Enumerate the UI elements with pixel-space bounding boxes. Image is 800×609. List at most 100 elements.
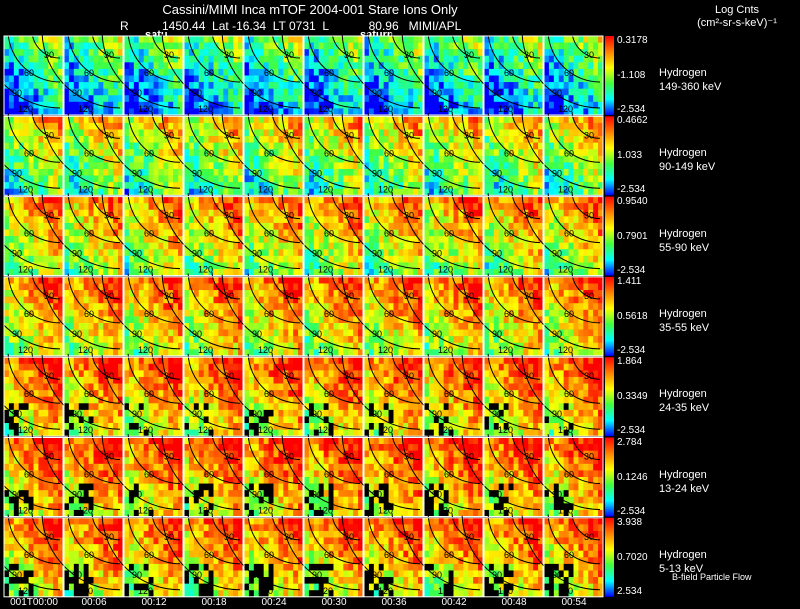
heatmap-cell <box>338 82 344 89</box>
heatmap-cell <box>388 249 394 257</box>
heatmap-cell <box>218 129 224 137</box>
heatmap-cell <box>128 229 135 237</box>
heatmap-cell <box>158 95 164 103</box>
heatmap-cell <box>38 229 44 237</box>
heatmap-cell <box>418 108 424 116</box>
heatmap-cell <box>598 101 604 109</box>
heatmap-cell <box>133 196 140 204</box>
heatmap-cell <box>358 122 364 130</box>
heatmap-cell <box>583 116 589 124</box>
heatmap-cell <box>38 101 44 109</box>
heatmap-cell <box>64 42 70 50</box>
heatmap-cell <box>113 222 119 230</box>
heatmap-cell <box>168 283 174 291</box>
heatmap-cell <box>203 129 209 137</box>
heatmap-cell <box>23 255 29 263</box>
heatmap-cell <box>453 269 459 276</box>
heatmap-cell <box>418 122 424 130</box>
heatmap-cell <box>223 196 229 204</box>
heatmap-cell <box>163 196 169 204</box>
heatmap-cell <box>4 188 10 196</box>
heatmap-cell <box>43 262 49 270</box>
heatmap-cell <box>368 88 375 96</box>
heatmap-cell <box>568 68 574 76</box>
heatmap-cell <box>413 95 419 103</box>
heatmap-cell <box>143 203 149 211</box>
heatmap-cell <box>413 101 419 109</box>
heatmap-cell <box>383 182 389 190</box>
heatmap-cell <box>248 209 255 217</box>
heatmap-cell <box>458 149 464 157</box>
heatmap-cell <box>218 168 224 176</box>
heatmap-cell <box>208 149 214 157</box>
heatmap-cell <box>428 229 435 237</box>
heatmap-cell <box>184 209 190 217</box>
heatmap-cell <box>353 68 359 76</box>
heatmap-cell <box>538 168 544 176</box>
heatmap-cell <box>18 283 24 291</box>
heatmap-cell <box>313 269 320 276</box>
contour-label: 30 <box>584 211 594 221</box>
heatmap-cell <box>133 108 140 116</box>
heatmap-cell <box>83 49 89 57</box>
heatmap-cell <box>273 149 279 157</box>
heatmap-cell <box>73 329 80 337</box>
heatmap-cell <box>428 249 435 257</box>
heatmap-cell <box>258 269 264 276</box>
heatmap-cell <box>43 316 49 324</box>
heatmap-cell <box>38 329 44 337</box>
heatmap-cell <box>478 75 484 83</box>
heatmap-cell <box>598 82 604 89</box>
heatmap-cell <box>578 196 584 204</box>
contour-label: 120 <box>378 104 393 114</box>
heatmap-cell <box>388 116 394 124</box>
heatmap-cell <box>118 296 124 304</box>
heatmap-cell <box>163 149 169 157</box>
heatmap-cell <box>98 269 104 276</box>
heatmap-cell <box>348 122 354 130</box>
heatmap-cell <box>118 136 124 143</box>
heatmap-cell <box>108 42 114 50</box>
heatmap-cell <box>18 62 24 70</box>
heatmap-cell <box>148 175 154 183</box>
heatmap-cell <box>8 162 15 170</box>
heatmap-cell <box>13 36 20 43</box>
heatmap-cell <box>403 229 409 237</box>
heatmap-cell <box>13 88 20 96</box>
heatmap-cell <box>128 49 135 57</box>
heatmap-cell <box>328 68 334 76</box>
heatmap-cell <box>533 155 539 163</box>
heatmap-cell <box>23 149 29 157</box>
heatmap-cell <box>223 42 229 50</box>
heatmap-cell <box>253 229 260 237</box>
heatmap-cell <box>498 88 504 96</box>
heatmap-cell <box>538 88 544 96</box>
heatmap-cell <box>338 116 344 124</box>
heatmap-cell <box>203 36 209 43</box>
heatmap-cell <box>163 303 169 311</box>
heatmap-cell <box>248 249 255 257</box>
heatmap-cell <box>268 162 274 170</box>
heatmap-cell <box>188 82 195 89</box>
heatmap-cell <box>113 188 119 196</box>
heatmap-cell <box>333 175 339 183</box>
heatmap-cell <box>343 68 349 76</box>
heatmap-cell <box>73 283 80 291</box>
heatmap-cell <box>378 188 384 196</box>
heatmap-cell <box>368 129 375 137</box>
heatmap-cell <box>528 88 534 96</box>
heatmap-cell <box>568 222 574 230</box>
heatmap-cell <box>398 42 404 50</box>
heatmap-cell <box>473 62 479 70</box>
heatmap-cell <box>53 116 59 124</box>
heatmap-cell <box>173 309 179 317</box>
heatmap-cell <box>453 249 459 257</box>
heatmap-cell <box>373 242 380 250</box>
heatmap-cell <box>263 188 269 196</box>
heatmap-cell <box>173 269 179 276</box>
heatmap-cell <box>343 242 349 250</box>
contour-label: 90 <box>492 88 502 98</box>
heatmap-cell <box>413 75 419 83</box>
heatmap-cell <box>424 182 430 190</box>
heatmap-cell <box>428 49 435 57</box>
